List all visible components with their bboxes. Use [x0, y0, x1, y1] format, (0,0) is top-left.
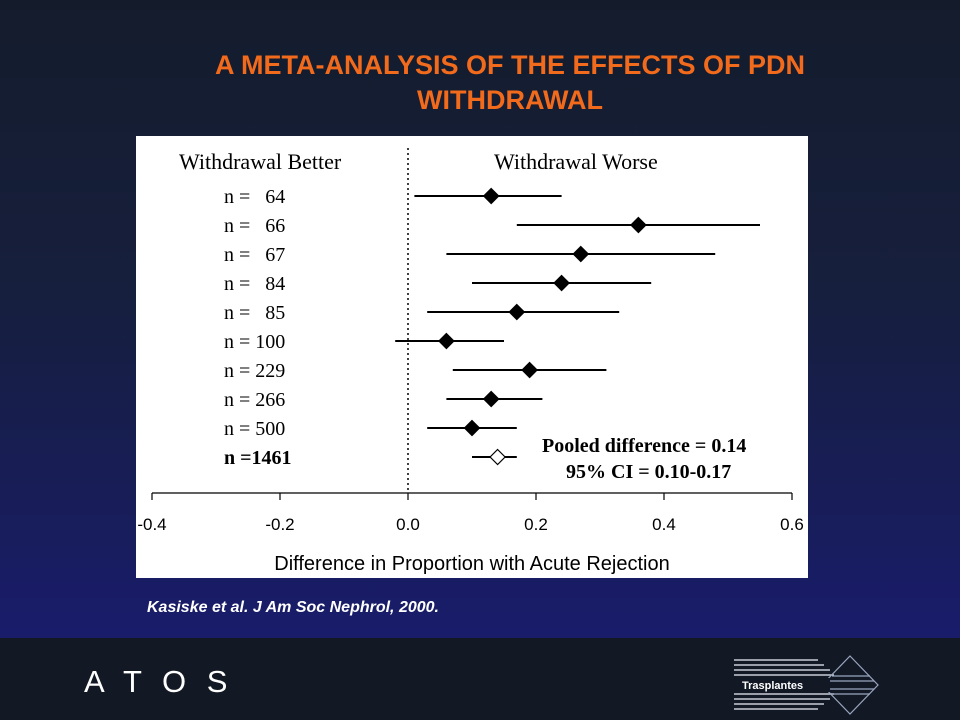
x-tick-label: 0.2 — [524, 515, 548, 534]
header-withdrawal-worse: Withdrawal Worse — [494, 149, 658, 174]
study-estimate-diamond — [463, 419, 481, 437]
study-label: n = 229 — [224, 360, 285, 382]
trasplantes-logo: Trasplantes — [734, 655, 879, 715]
x-tick-label: -0.4 — [137, 515, 166, 534]
study-estimate-diamond — [482, 187, 500, 205]
forest-plot-marks: n = 64 n = 66 n = 67 n = 84 n = 85 n = 100 n =… — [137, 148, 804, 534]
x-tick-label: -0.2 — [265, 515, 294, 534]
pooled-annotation-line-1: Pooled difference = 0.14 — [542, 435, 746, 457]
study-label: n = 67 — [224, 244, 285, 266]
slide-title-line-2: WITHDRAWAL — [417, 85, 603, 115]
study-label: n = 66 — [224, 215, 285, 237]
x-axis-label: Difference in Proportion with Acute Reje… — [274, 553, 669, 575]
pooled-estimate-diamond — [489, 448, 506, 466]
study-label: n = 64 — [224, 186, 285, 208]
pooled-label: n =1461 — [224, 447, 292, 469]
study-estimate-diamond — [438, 332, 455, 350]
x-tick-label: 0.6 — [780, 515, 804, 534]
study-estimate-diamond — [553, 274, 570, 292]
study-estimate-diamond — [572, 245, 590, 263]
forest-plot-panel: Withdrawal Better Withdrawal Worse Poole… — [136, 136, 808, 578]
study-label: n = 84 — [224, 273, 285, 295]
slide-title: A META-ANALYSIS OF THE EFFECTS OF PDN WI… — [110, 48, 910, 118]
logo-text: Trasplantes — [742, 680, 803, 692]
forest-plot: Withdrawal Better Withdrawal Worse Poole… — [137, 148, 804, 575]
slide-title-line-1: A META-ANALYSIS OF THE EFFECTS OF PDN — [214, 50, 806, 80]
header-withdrawal-better: Withdrawal Better — [179, 149, 342, 174]
x-tick-label: 0.0 — [396, 515, 420, 534]
study-estimate-diamond — [508, 303, 526, 321]
study-estimate-diamond — [482, 390, 500, 408]
citation: Kasiske et al. J Am Soc Nephrol, 2000. — [147, 599, 439, 616]
study-label: n = 500 — [224, 418, 285, 440]
study-estimate-diamond — [630, 216, 647, 234]
pooled-annotation-line-2: 95% CI = 0.10-0.17 — [566, 461, 731, 483]
study-label: n = 266 — [224, 389, 285, 411]
study-label: n = 100 — [224, 331, 285, 353]
x-tick-label: 0.4 — [652, 515, 676, 534]
brand-name: A T O S — [84, 664, 234, 699]
study-label: n = 85 — [224, 302, 285, 324]
study-estimate-diamond — [521, 361, 538, 379]
